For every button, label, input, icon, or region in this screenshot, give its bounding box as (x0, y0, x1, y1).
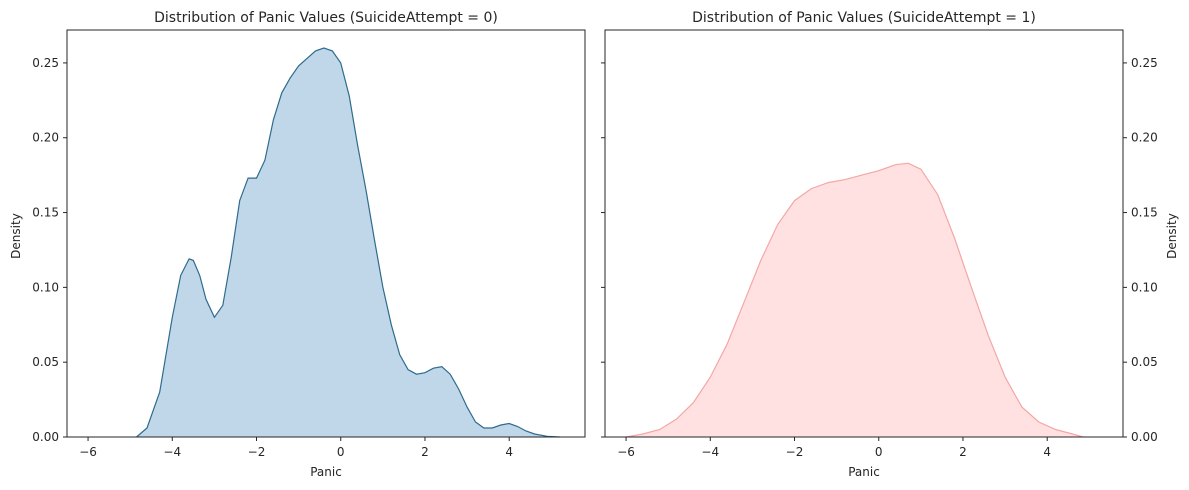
right-xtick-label: −6 (617, 445, 635, 459)
right-ytick-label: 0.10 (1131, 280, 1158, 294)
left-ytick-label: 0.05 (32, 355, 59, 369)
right-xtick-label: 0 (875, 445, 883, 459)
right-ytick-label: 0.20 (1131, 131, 1158, 145)
right-xtick-label: −4 (701, 445, 719, 459)
left-x-axis-label: Panic (310, 465, 342, 479)
right-xtick-label: 4 (1043, 445, 1051, 459)
left-xticks: −6 −4 −2 0 2 4 (79, 437, 513, 459)
right-ytick-label: 0.15 (1131, 206, 1158, 220)
left-xtick-label: −6 (79, 445, 97, 459)
left-plot-area (136, 47, 560, 438)
right-x-axis-label: Panic (848, 465, 880, 479)
right-panel: Distribution of Panic Values (SuicideAtt… (601, 10, 1179, 479)
right-title: Distribution of Panic Values (SuicideAtt… (692, 10, 1036, 26)
left-ytick-label: 0.25 (32, 56, 59, 70)
right-axes-frame (604, 29, 1124, 438)
right-density-area (626, 163, 1083, 437)
right-yticks: 0.00 0.05 0.10 0.15 0.20 0.25 (601, 56, 1158, 444)
left-axes-frame (66, 29, 586, 438)
left-density-area (136, 48, 560, 437)
right-ytick-label: 0.05 (1131, 355, 1158, 369)
left-ytick-label: 0.15 (32, 206, 59, 220)
right-y-axis-label: Density (1165, 213, 1179, 259)
right-xtick-label: −2 (786, 445, 804, 459)
left-xtick-label: 0 (337, 445, 345, 459)
left-density-line (136, 47, 560, 438)
right-xticks: −6 −4 −2 0 2 4 (617, 437, 1051, 459)
left-panel: Distribution of Panic Values (SuicideAtt… (9, 10, 586, 479)
left-y-axis-label: Density (9, 213, 23, 259)
left-xtick-label: 4 (505, 445, 513, 459)
left-yticks: 0.00 0.05 0.10 0.15 0.20 0.25 (32, 56, 67, 444)
left-xtick-label: 2 (421, 445, 429, 459)
left-xtick-label: −2 (248, 445, 266, 459)
right-xtick-label: 2 (959, 445, 967, 459)
left-ytick-label: 0.00 (32, 430, 59, 444)
left-ytick-label: 0.20 (32, 131, 59, 145)
left-title: Distribution of Panic Values (SuicideAtt… (154, 10, 498, 26)
right-plot-area (625, 162, 1084, 438)
right-density-line (625, 162, 1084, 438)
left-ytick-label: 0.10 (32, 280, 59, 294)
left-xtick-label: −4 (163, 445, 181, 459)
right-ytick-label: 0.00 (1131, 430, 1158, 444)
right-ytick-label: 0.25 (1131, 56, 1158, 70)
